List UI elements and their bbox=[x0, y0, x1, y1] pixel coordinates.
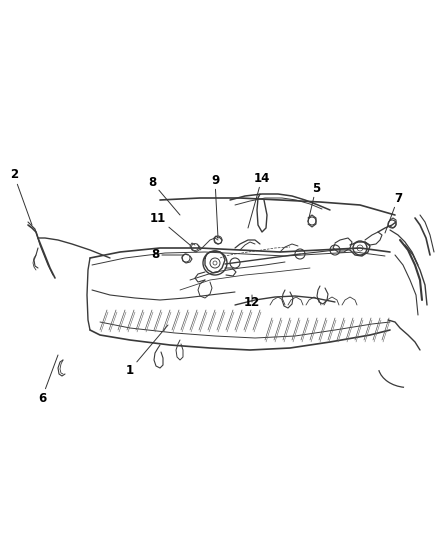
Text: 7: 7 bbox=[385, 191, 402, 233]
Text: 14: 14 bbox=[248, 172, 270, 228]
Text: 2: 2 bbox=[10, 168, 32, 225]
Text: 6: 6 bbox=[38, 355, 58, 405]
Text: 8: 8 bbox=[148, 175, 180, 215]
Text: 11: 11 bbox=[150, 212, 190, 245]
Text: 12: 12 bbox=[244, 295, 260, 309]
Text: 9: 9 bbox=[211, 174, 219, 238]
Text: 8: 8 bbox=[151, 248, 183, 262]
Text: 5: 5 bbox=[308, 182, 320, 222]
Text: 1: 1 bbox=[126, 325, 168, 376]
